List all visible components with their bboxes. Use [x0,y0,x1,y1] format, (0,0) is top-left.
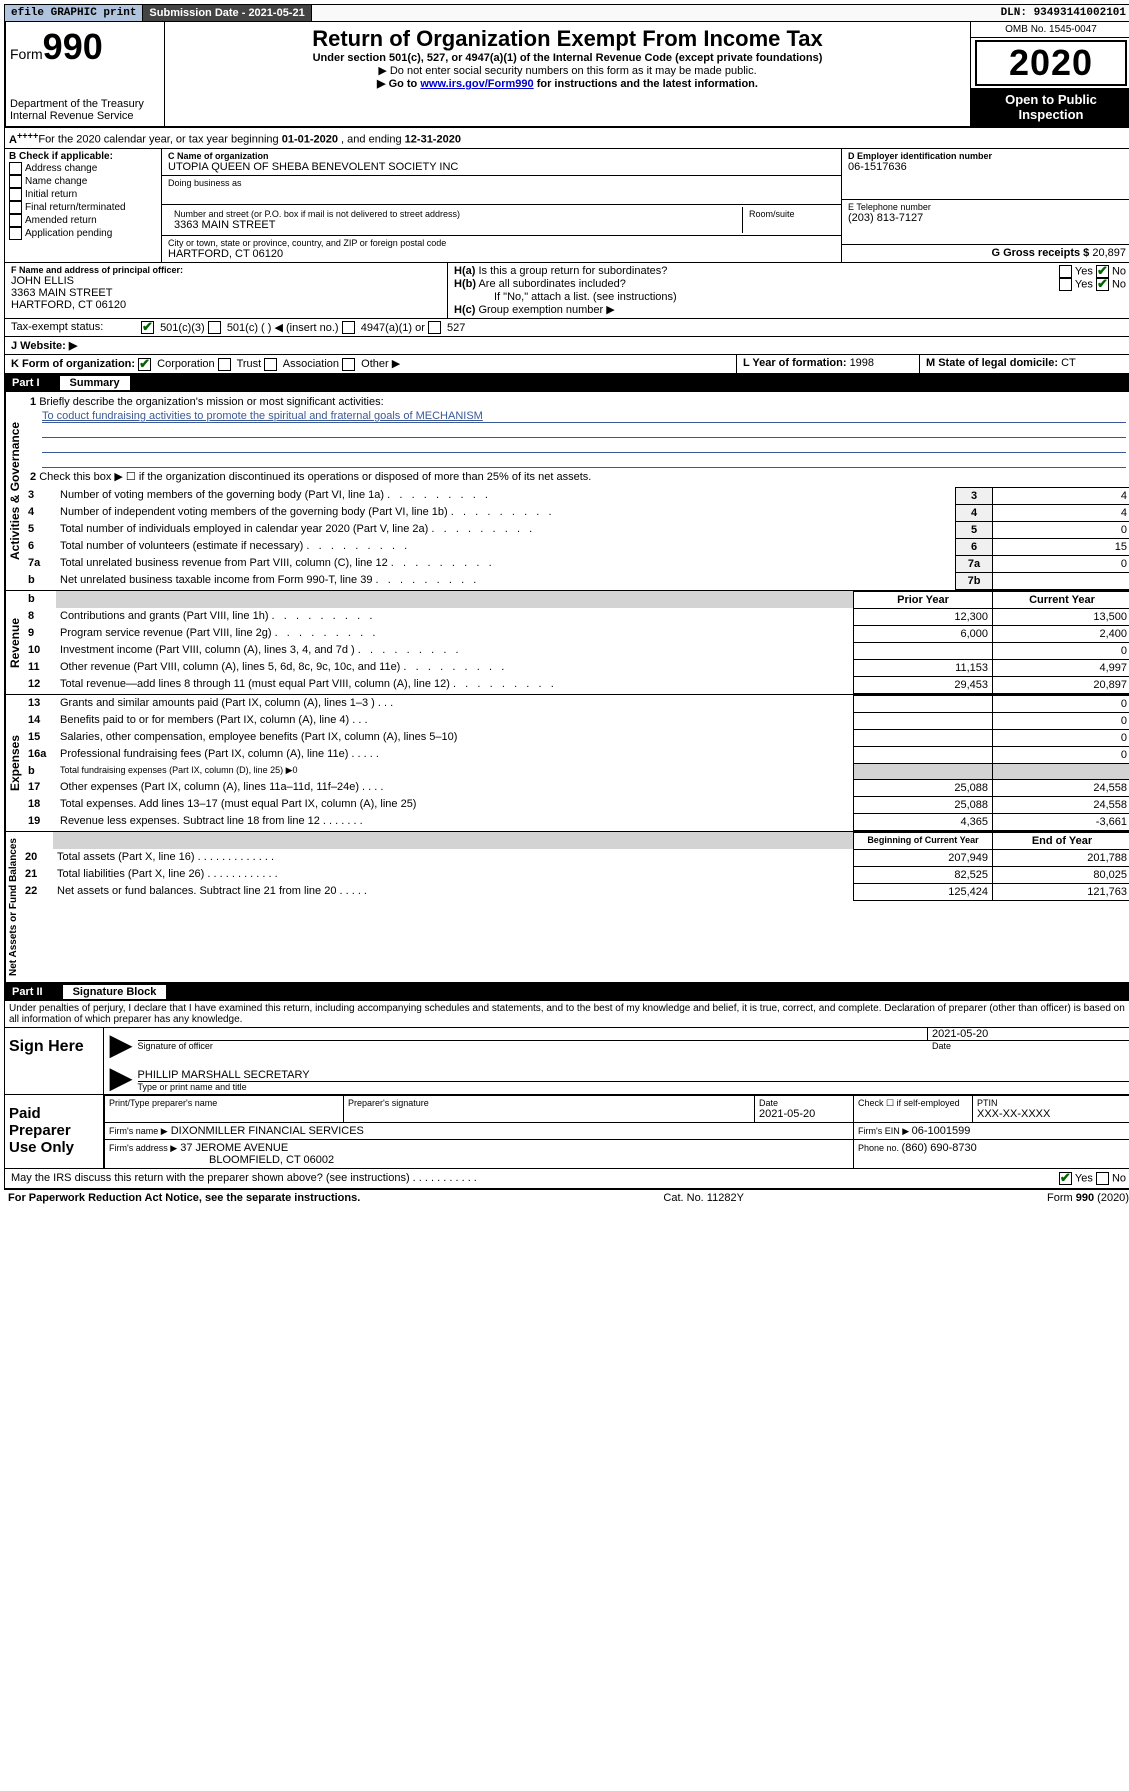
paid-preparer-label: Paid Preparer Use Only [5,1095,104,1168]
part-2-header: Part II Signature Block [4,983,1129,1001]
chk-501c3[interactable] [141,321,154,334]
expenses-table: 13Grants and similar amounts paid (Part … [24,695,1129,831]
officer-printed-name: PHILLIP MARSHALL SECRETARY [138,1061,1129,1081]
form990-link[interactable]: www.irs.gov/Form990 [420,78,533,90]
preparer-sig-label: Preparer's signature [348,1098,750,1108]
firm-phone-label: Phone no. [858,1143,902,1153]
chk-amended-return[interactable]: Amended return [9,214,157,227]
box-b-label: B Check if applicable: [9,151,157,162]
box-hb-note: If "No," attach a list. (see instruction… [454,291,1126,303]
top-bar: efile GRAPHIC print Submission Date - 20… [4,4,1129,22]
perjury-statement: Under penalties of perjury, I declare th… [4,1001,1129,1028]
chk-other[interactable] [342,358,355,371]
box-m: M State of legal domicile: CT [919,355,1129,373]
discuss-no[interactable] [1096,1172,1109,1185]
date-label: Date [932,1041,1129,1051]
box-c-dba: Doing business as [162,176,841,205]
row-tax-exempt: Tax-exempt status: 501(c)(3) 501(c) ( ) … [4,319,1129,338]
omb-number: OMB No. 1545-0047 [971,22,1129,38]
box-c-address: Number and street (or P.O. box if mail i… [162,205,841,236]
net-assets-table: Beginning of Current YearEnd of Year20To… [21,832,1129,901]
irs-discuss-row: May the IRS discuss this return with the… [4,1169,1129,1190]
part-1-header: Part I Summary [4,374,1129,392]
sign-here-section: Sign Here ▶ 2021-05-20 Signature of offi… [4,1028,1129,1095]
entity-info-grid: B Check if applicable: Address change Na… [4,149,1129,263]
firm-ein-label: Firm's EIN ▶ [858,1126,912,1136]
box-d: D Employer identification number 06-1517… [842,149,1129,200]
officer-addr1: 3363 MAIN STREET [11,287,441,299]
governance-label: Activities & Governance [5,392,24,590]
tax-year: 2020 [975,40,1127,86]
paid-preparer-section: Paid Preparer Use Only Print/Type prepar… [4,1095,1129,1169]
line2-text: Check this box ▶ ☐ if the organization d… [39,471,591,483]
irs-label: Internal Revenue Service [10,110,160,122]
row-klm: K Form of organization: Corporation Trus… [4,355,1129,374]
box-f-label: F Name and address of principal officer: [11,265,441,275]
box-b: B Check if applicable: Address change Na… [5,149,162,262]
sign-here-label: Sign Here [5,1028,104,1094]
chk-application-pending[interactable]: Application pending [9,227,157,240]
chk-501c[interactable] [208,321,221,334]
chk-address-change[interactable]: Address change [9,162,157,175]
section-governance: Activities & Governance 1 Briefly descri… [4,392,1129,591]
self-employed-label: Check ☐ if self-employed [854,1095,973,1122]
firm-addr-label: Firm's address ▶ [109,1143,177,1153]
chk-name-change[interactable]: Name change [9,175,157,188]
submission-date: Submission Date - 2021-05-21 [143,5,311,21]
officer-name: JOHN ELLIS [11,275,441,287]
expenses-label: Expenses [5,695,24,831]
sig-officer-label: Signature of officer [138,1041,932,1051]
row-a-tax-year: A++++For the 2020 calendar year, or tax … [4,128,1129,149]
chk-final-return[interactable]: Final return/terminated [9,201,157,214]
line1-label: Briefly describe the organization's miss… [39,396,383,408]
firm-name-label: Firm's name ▶ [109,1126,168,1136]
dept-treasury: Department of the Treasury [10,98,160,110]
revenue-label: Revenue [5,591,24,694]
note-goto: ▶ Go to www.irs.gov/Form990 for instruct… [175,77,960,90]
box-e: E Telephone number (203) 813-7127 [842,200,1129,245]
note-ssn: ▶ Do not enter social security numbers o… [175,64,960,77]
section-net-assets: Net Assets or Fund Balances Beginning of… [4,832,1129,983]
section-revenue: Revenue bPrior YearCurrent Year8Contribu… [4,591,1129,695]
box-g: G Gross receipts $ 20,897 [842,245,1129,261]
preparer-name-label: Print/Type preparer's name [109,1098,339,1108]
mission-text: To coduct fundraising activities to prom… [42,410,1126,423]
chk-trust[interactable] [218,358,231,371]
officer-addr2: HARTFORD, CT 06120 [11,299,441,311]
discuss-yes[interactable] [1059,1172,1072,1185]
governance-table: 3Number of voting members of the governi… [24,487,1129,590]
revenue-table: bPrior YearCurrent Year8Contributions an… [24,591,1129,694]
chk-initial-return[interactable]: Initial return [9,188,157,201]
box-l: L Year of formation: 1998 [736,355,919,373]
efile-link[interactable]: efile GRAPHIC print [5,5,143,21]
name-title-label: Type or print name and title [138,1082,1129,1092]
chk-corporation[interactable] [138,358,151,371]
firm-name: DIXONMILLER FINANCIAL SERVICES [171,1125,364,1137]
net-assets-label: Net Assets or Fund Balances [5,832,21,982]
form-header: Form990 Department of the Treasury Inter… [4,22,1129,128]
preparer-date-label: Date [759,1098,849,1108]
row-f-h: F Name and address of principal officer:… [4,263,1129,319]
box-c-name: C Name of organization UTOPIA QUEEN OF S… [162,149,841,176]
dln: DLN: 93493141002101 [995,5,1129,21]
form-subtitle: Under section 501(c), 527, or 4947(a)(1)… [175,52,960,64]
form-title: Return of Organization Exempt From Incom… [175,26,960,52]
chk-527[interactable] [428,321,441,334]
page-footer: For Paperwork Reduction Act Notice, see … [4,1190,1129,1206]
chk-4947[interactable] [342,321,355,334]
section-expenses: Expenses 13Grants and similar amounts pa… [4,695,1129,832]
sig-arrow-icon-2: ▶ [104,1061,138,1094]
chk-association[interactable] [264,358,277,371]
sig-date: 2021-05-20 [927,1028,1129,1040]
box-hc: H(c) Group exemption number ▶ [454,303,1126,316]
form-number: Form990 [10,26,160,68]
box-c-city: City or town, state or province, country… [162,236,841,262]
row-j-website: J Website: ▶ [4,337,1129,355]
box-ha: H(a) Is this a group return for subordin… [454,265,1126,278]
sig-arrow-icon: ▶ [104,1028,138,1061]
ptin-label: PTIN [977,1098,1127,1108]
open-public-label: Open to Public Inspection [971,88,1129,126]
box-hb: H(b) Are all subordinates included? Yes … [454,278,1126,291]
